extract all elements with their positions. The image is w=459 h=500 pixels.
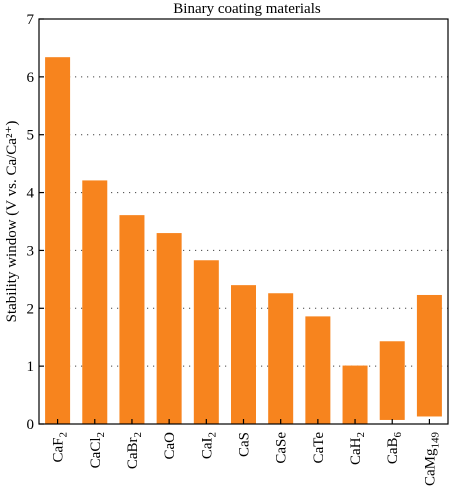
x-tick-label: CaTe: [311, 432, 327, 464]
x-tick-label-subscript: 2: [58, 432, 70, 438]
x-tick-label-base: CaF: [51, 438, 67, 463]
x-tick-label-base: CaTe: [311, 432, 327, 464]
bar: [231, 285, 256, 424]
bar: [268, 293, 294, 424]
y-axis-label: Stability window (V vs. Ca/Ca²⁺): [4, 121, 20, 323]
y-tick-label: 2: [27, 301, 35, 317]
chart-title: Binary coating materials: [173, 1, 321, 17]
x-tick-label-base: CaB: [385, 438, 401, 465]
x-tick-label-base: CaCl: [88, 438, 104, 469]
x-tick-label-subscript: 2: [355, 432, 367, 438]
bar: [156, 233, 182, 424]
x-tick-label-subscript: 2: [206, 432, 218, 438]
x-tick-label-subscript: 149: [429, 432, 441, 449]
bars: [45, 57, 442, 424]
x-tick-label: CaSe: [274, 432, 290, 464]
x-tick-label-base: CaSe: [274, 432, 290, 464]
x-tick-label-base: CaO: [162, 432, 178, 460]
x-tick-label: CaCl2: [88, 432, 107, 468]
bar: [379, 341, 405, 420]
x-tick-label: CaS: [237, 432, 253, 457]
x-tick-label-base: CaS: [237, 432, 253, 457]
y-tick-label: 6: [27, 70, 35, 86]
x-tick-label-subscript: 2: [132, 432, 144, 438]
x-tick-label: CaBr2: [125, 432, 144, 469]
x-tick-label-subscript: 6: [392, 432, 404, 438]
x-tick-label-base: CaBr: [125, 438, 141, 470]
x-tick-label: CaB6: [385, 432, 404, 465]
x-tick-label: CaO: [162, 432, 178, 460]
x-tick-label: CaMg149: [422, 432, 441, 487]
y-tick-label: 5: [27, 128, 35, 144]
y-tick-label: 1: [27, 359, 35, 375]
x-tick-label: CaF2: [51, 432, 70, 463]
x-tick-label-base: CaI: [199, 438, 215, 460]
x-tick-label-base: CaMg: [422, 448, 438, 486]
x-tick-label-subscript: 2: [95, 432, 107, 438]
x-tick-label-base: CaH: [348, 437, 364, 465]
bar: [82, 180, 108, 424]
bar: [305, 316, 331, 424]
bar: [416, 294, 442, 417]
y-tick-label: 0: [27, 417, 35, 433]
y-tick-label: 7: [27, 12, 35, 28]
bar: [119, 215, 145, 424]
y-tick-label: 3: [27, 243, 35, 259]
x-tick-label: CaI2: [199, 432, 218, 459]
y-axis: 0 1 2 3 4 5 6 7: [27, 12, 44, 433]
x-tick-label: CaH2: [348, 432, 367, 465]
bar: [45, 57, 71, 424]
bar: [342, 365, 368, 424]
y-tick-label: 4: [27, 186, 35, 202]
bar: [193, 260, 219, 424]
